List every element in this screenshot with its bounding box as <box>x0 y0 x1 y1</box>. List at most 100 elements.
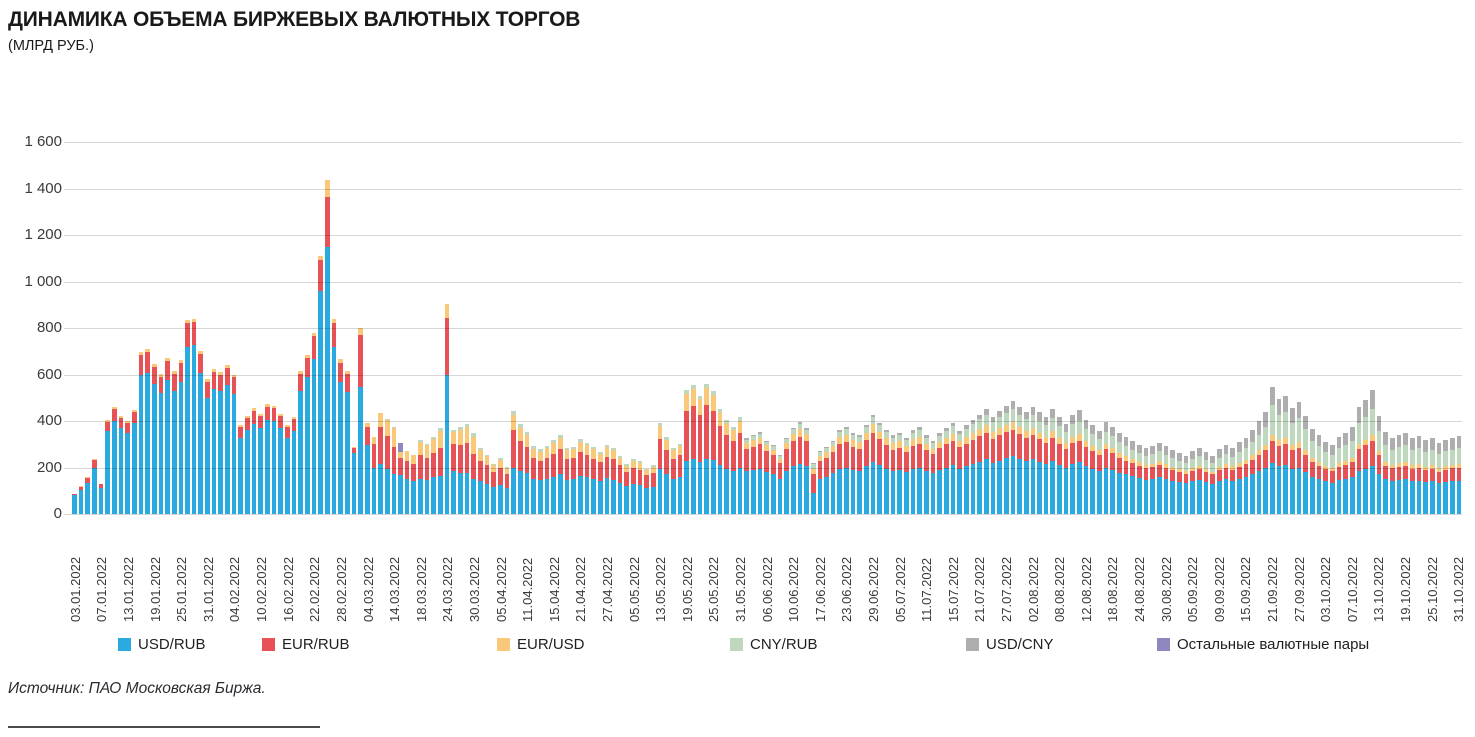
bar-segment-eur-usd <box>318 255 323 260</box>
bar-segment-cny-rub <box>1196 456 1202 466</box>
bar-segment-usd-rub <box>251 423 257 514</box>
bar-segment-usd-rub <box>830 473 836 514</box>
bar-segment-usd-cny <box>877 422 883 426</box>
bar-segment-usd-rub <box>1443 481 1448 514</box>
bar <box>318 255 323 514</box>
bar <box>1216 449 1222 514</box>
bar-segment-eur-rub <box>717 425 723 466</box>
bar-segment-eur-usd <box>364 423 370 427</box>
bar-segment-eur-usd <box>424 445 430 459</box>
bar-segment-usd-rub <box>491 486 496 514</box>
x-tick-label: 22.02.2022 <box>307 556 323 622</box>
bar <box>1143 448 1149 514</box>
y-tick-label: 1 400 <box>24 179 62 197</box>
bar-segment-eur-usd <box>451 431 457 444</box>
bar <box>1103 421 1109 514</box>
bar-segment-eur-rub <box>145 352 150 373</box>
bar-segment-usd-cny <box>1230 447 1235 457</box>
y-tick-label: 1 000 <box>24 272 62 290</box>
legend-item: USD/CNY <box>966 636 1054 653</box>
bar <box>484 454 490 514</box>
bar-segment-usd-rub <box>724 468 729 514</box>
bar <box>1350 427 1355 514</box>
bar <box>1150 446 1155 514</box>
bar-segment-usd-rub <box>1163 479 1169 514</box>
bar-segment-eur-rub <box>1043 443 1049 465</box>
bar-segment-cny-rub <box>1330 454 1335 468</box>
bar-segment-eur-usd <box>904 445 909 452</box>
bar <box>1429 438 1435 514</box>
bar-segment-eur-rub <box>784 448 789 471</box>
bar-segment-usd-rub <box>298 391 303 514</box>
bar-segment-eur-usd <box>1389 464 1395 469</box>
x-tick-label: 28.02.2022 <box>333 556 349 622</box>
bar-segment-usd-rub <box>617 482 623 514</box>
bar-segment-cny-rub <box>464 424 470 428</box>
bar-segment-usd-rub <box>191 344 197 514</box>
bar-segment-cny-rub <box>737 417 743 421</box>
bar-segment-eur-rub <box>644 475 650 488</box>
bar <box>1117 433 1122 514</box>
legend-label: EUR/RUB <box>282 636 350 653</box>
bar-segment-usd-rub <box>624 486 630 514</box>
bar-segment-usd-rub <box>78 489 84 514</box>
bar-segment-usd-rub <box>897 469 903 514</box>
bar-segment-usd-rub <box>1123 474 1129 514</box>
bar-segment-eur-rub <box>271 408 277 422</box>
bar-segment-usd-cny <box>1363 400 1368 418</box>
bar <box>531 446 536 514</box>
bar-segment-usd-rub <box>1117 472 1122 514</box>
bar-segment-eur-rub <box>158 376 164 394</box>
bar-segment-usd-rub <box>311 358 317 514</box>
bar-segment-usd-cny <box>897 432 903 436</box>
bar <box>890 435 896 514</box>
bar-segment-eur-usd <box>1150 463 1155 468</box>
bar-segment-cny-rub <box>418 440 423 442</box>
bar-segment-usd-rub <box>331 347 337 514</box>
bar <box>511 411 516 514</box>
bar-segment-usd-cny <box>1137 444 1142 453</box>
y-axis: 1 600 1 400 1 200 1 000 800 600 400 200 0 <box>0 133 62 522</box>
legend-item: CNY/RUB <box>730 636 818 653</box>
bar <box>251 408 257 514</box>
bar-segment-usd-rub <box>1037 461 1042 514</box>
bar-segment-eur-usd <box>1276 440 1282 446</box>
bar-segment-eur-usd <box>877 431 883 440</box>
bar-segment-usd-rub <box>1210 483 1215 514</box>
bar-segment-eur-rub <box>1203 471 1209 482</box>
bar-segment-usd-rub <box>651 486 656 514</box>
bar-segment-eur-usd <box>118 415 124 418</box>
bar-segment-usd-cny <box>1017 406 1022 415</box>
bar-segment-cny-rub <box>1090 434 1096 446</box>
bar <box>711 391 716 514</box>
bar-segment-cny-rub <box>943 430 949 438</box>
bar-segment-usd-rub <box>784 471 789 514</box>
bar-segment-eur-usd <box>138 351 144 355</box>
bar-segment-cny-rub <box>850 434 856 440</box>
bar-segment-usd-cny <box>1456 436 1462 449</box>
bar-segment-cny-rub <box>983 414 989 425</box>
x-tick-label: 12.08.2022 <box>1078 556 1094 622</box>
bar <box>777 454 783 514</box>
bar-segment-usd-cny <box>950 422 956 427</box>
bar-segment-eur-rub <box>637 469 643 485</box>
x-tick-label: 02.08.2022 <box>1025 556 1041 622</box>
bar-segment-usd-rub <box>91 467 97 514</box>
bar-segment-usd-cny <box>1050 408 1056 419</box>
bar-segment-usd-rub <box>1030 459 1036 514</box>
bar-segment-eur-rub <box>517 441 523 471</box>
bar-segment-eur-usd <box>1203 468 1209 472</box>
bar <box>304 354 310 514</box>
bar-segment-eur-rub <box>657 438 663 469</box>
bar-segment-cny-rub <box>531 446 536 449</box>
bar-segment-usd-cny <box>910 430 916 433</box>
bar-segment-eur-rub <box>1216 470 1222 481</box>
bar <box>111 406 117 514</box>
bar-segment-usd-rub <box>384 468 390 514</box>
bar <box>118 415 124 514</box>
bar-segment-usd-rub <box>1290 469 1295 514</box>
bar-segment-eur-usd <box>1449 464 1455 469</box>
bar-segment-eur-usd <box>717 412 723 426</box>
bar-segment-cny-rub <box>750 435 756 441</box>
bar-segment-eur-rub <box>677 455 683 478</box>
